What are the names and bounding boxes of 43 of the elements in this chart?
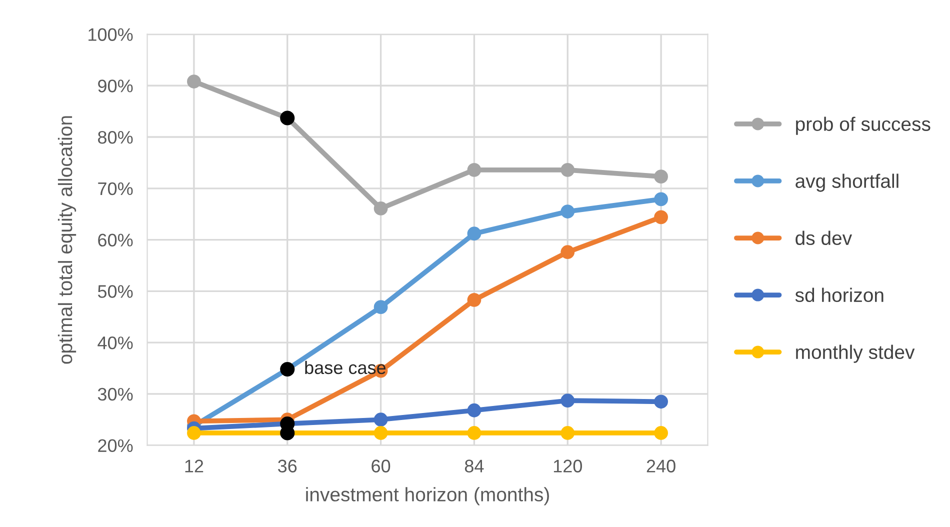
y-tick-label: 20% bbox=[98, 439, 133, 452]
point bbox=[467, 292, 482, 307]
x-tick-label: 120 bbox=[554, 460, 582, 472]
y-tick-label: 90% bbox=[98, 80, 133, 92]
y-tick-label: 60% bbox=[98, 234, 133, 247]
point bbox=[374, 300, 388, 314]
legend-label: sd horizon bbox=[795, 288, 884, 302]
y-tick-label: 50% bbox=[98, 285, 133, 298]
legend-label: avg shortfall bbox=[796, 174, 898, 192]
point bbox=[187, 74, 201, 88]
point bbox=[654, 192, 668, 206]
legend-label: prob of success bbox=[796, 116, 930, 135]
x-tick-label: 84 bbox=[464, 460, 484, 472]
point bbox=[467, 403, 482, 418]
point bbox=[654, 394, 668, 409]
y-tick-label: 30% bbox=[98, 388, 133, 401]
y-tick-label: 40% bbox=[98, 336, 133, 350]
point bbox=[654, 170, 668, 184]
point bbox=[374, 412, 388, 427]
point bbox=[560, 426, 575, 440]
point bbox=[654, 426, 668, 440]
point bbox=[467, 162, 482, 177]
point bbox=[560, 204, 575, 218]
x-tick-label: 60 bbox=[372, 460, 390, 472]
point bbox=[467, 426, 482, 440]
point bbox=[467, 226, 482, 241]
point bbox=[560, 162, 575, 177]
y-tick-label: 100% bbox=[88, 28, 133, 41]
x-axis-title: investment horizon (months) bbox=[306, 487, 549, 506]
point bbox=[374, 201, 388, 216]
y-axis-title: optimal total equity allocation bbox=[58, 116, 76, 364]
x-tick-label: 240 bbox=[646, 460, 676, 472]
legend-label: ds dev bbox=[796, 230, 852, 246]
x-tick-label: 12 bbox=[185, 460, 204, 472]
x-tick-label: 36 bbox=[278, 460, 297, 472]
point bbox=[187, 426, 201, 440]
point bbox=[374, 426, 388, 440]
y-tick-label: 80% bbox=[98, 130, 133, 144]
y-tick-label: 70% bbox=[98, 182, 133, 196]
point bbox=[560, 245, 575, 260]
point bbox=[654, 210, 668, 224]
point bbox=[560, 394, 575, 408]
legend-label: monthly stdev bbox=[796, 344, 915, 363]
